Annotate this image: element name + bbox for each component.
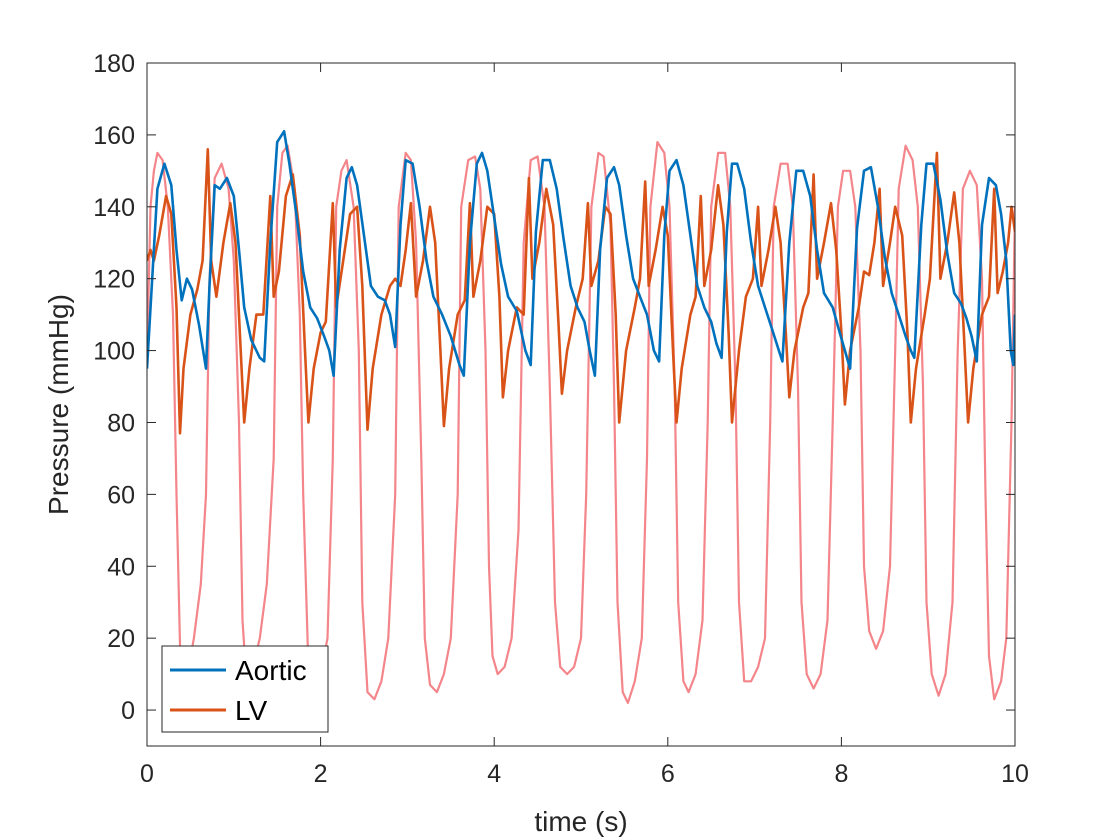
legend-box [161, 645, 329, 733]
y-tick-label: 0 [121, 697, 135, 725]
series-line-aortic [147, 130, 1015, 377]
y-tick-label: 180 [93, 50, 135, 78]
y-tick-label: 20 [107, 625, 135, 653]
plot-area [147, 63, 1015, 746]
legend: Aortic LV [161, 645, 329, 733]
y-tick-label: 60 [107, 481, 135, 509]
legend-label-lv: LV [235, 695, 267, 726]
x-tick-label: 8 [834, 760, 848, 788]
series-line-unlabeled [147, 141, 1015, 704]
y-tick-label: 100 [93, 338, 135, 366]
y-tick-label: 120 [93, 266, 135, 294]
y-tick-label: 160 [93, 122, 135, 150]
x-tick-label: 4 [487, 760, 501, 788]
axes-box [146, 62, 1016, 747]
y-axis-title: Pressure (mmHg) [43, 294, 74, 515]
series-line-lv [147, 148, 1015, 435]
y-tick-label: 40 [107, 553, 135, 581]
x-axis-title: time (s) [534, 806, 627, 837]
x-tick-label: 6 [661, 760, 675, 788]
legend-label-aortic: Aortic [235, 655, 307, 686]
x-tick-label: 0 [140, 760, 154, 788]
y-tick-label: 140 [93, 194, 135, 222]
series-layer [147, 130, 1015, 704]
x-tick-label: 10 [1001, 760, 1029, 788]
y-tick-label: 80 [107, 409, 135, 437]
x-tick-label: 2 [314, 760, 328, 788]
